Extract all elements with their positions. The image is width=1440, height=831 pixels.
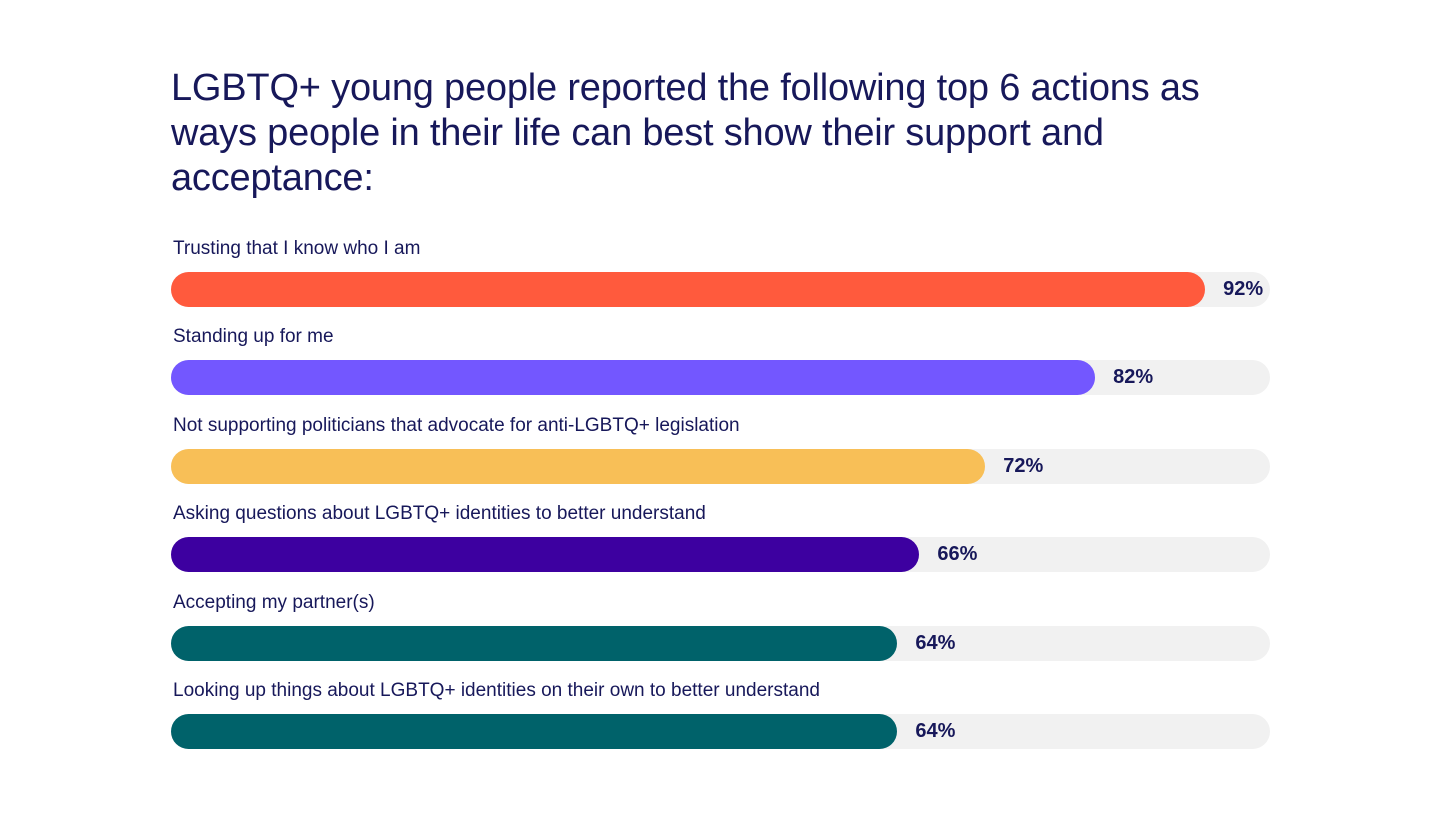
bar [171, 625, 898, 661]
bar [171, 360, 1096, 396]
bar-track [171, 625, 1270, 661]
bar-value-label: 92% [1223, 278, 1264, 300]
bar-category-label: Standing up for me [173, 326, 334, 348]
bar-row: Trusting that I know who I am 92% [171, 236, 1270, 324]
bar-value-label: 82% [1113, 366, 1154, 389]
bar-row: Accepting my partner(s) 64% [171, 590, 1270, 678]
bar-value-label: 72% [1003, 454, 1044, 477]
bar-value-label: 66% [937, 543, 978, 566]
bar-category-label: Asking questions about LGBTQ+ identities… [173, 503, 706, 525]
bar-category-label: Not supporting politicians that advocate… [173, 414, 740, 436]
bar [171, 537, 920, 573]
bar-category-label: Looking up things about LGBTQ+ identitie… [173, 679, 820, 701]
bar-row: Not supporting politicians that advocate… [171, 413, 1270, 501]
bar-track [171, 360, 1270, 396]
bar-track [171, 272, 1270, 307]
bar-track [171, 537, 1270, 573]
bar [171, 448, 986, 484]
bar-value-label: 64% [915, 631, 956, 654]
bar-track [171, 448, 1270, 484]
bar [171, 713, 898, 749]
bar-row: Looking up things about LGBTQ+ identitie… [171, 678, 1270, 766]
bar-category-label: Trusting that I know who I am [173, 238, 421, 259]
bar-track [171, 713, 1270, 749]
bar-row: Asking questions about LGBTQ+ identities… [171, 501, 1270, 589]
bar-chart: Trusting that I know who I am 92% Standing… [171, 236, 1270, 766]
bar-row: Standing up for me 82% [171, 324, 1270, 412]
bar [171, 272, 1206, 307]
bar-category-label: Accepting my partner(s) [173, 591, 375, 613]
chart-title: LGBTQ+ young people reported the followi… [171, 67, 1200, 199]
bar-value-label: 64% [915, 719, 956, 742]
